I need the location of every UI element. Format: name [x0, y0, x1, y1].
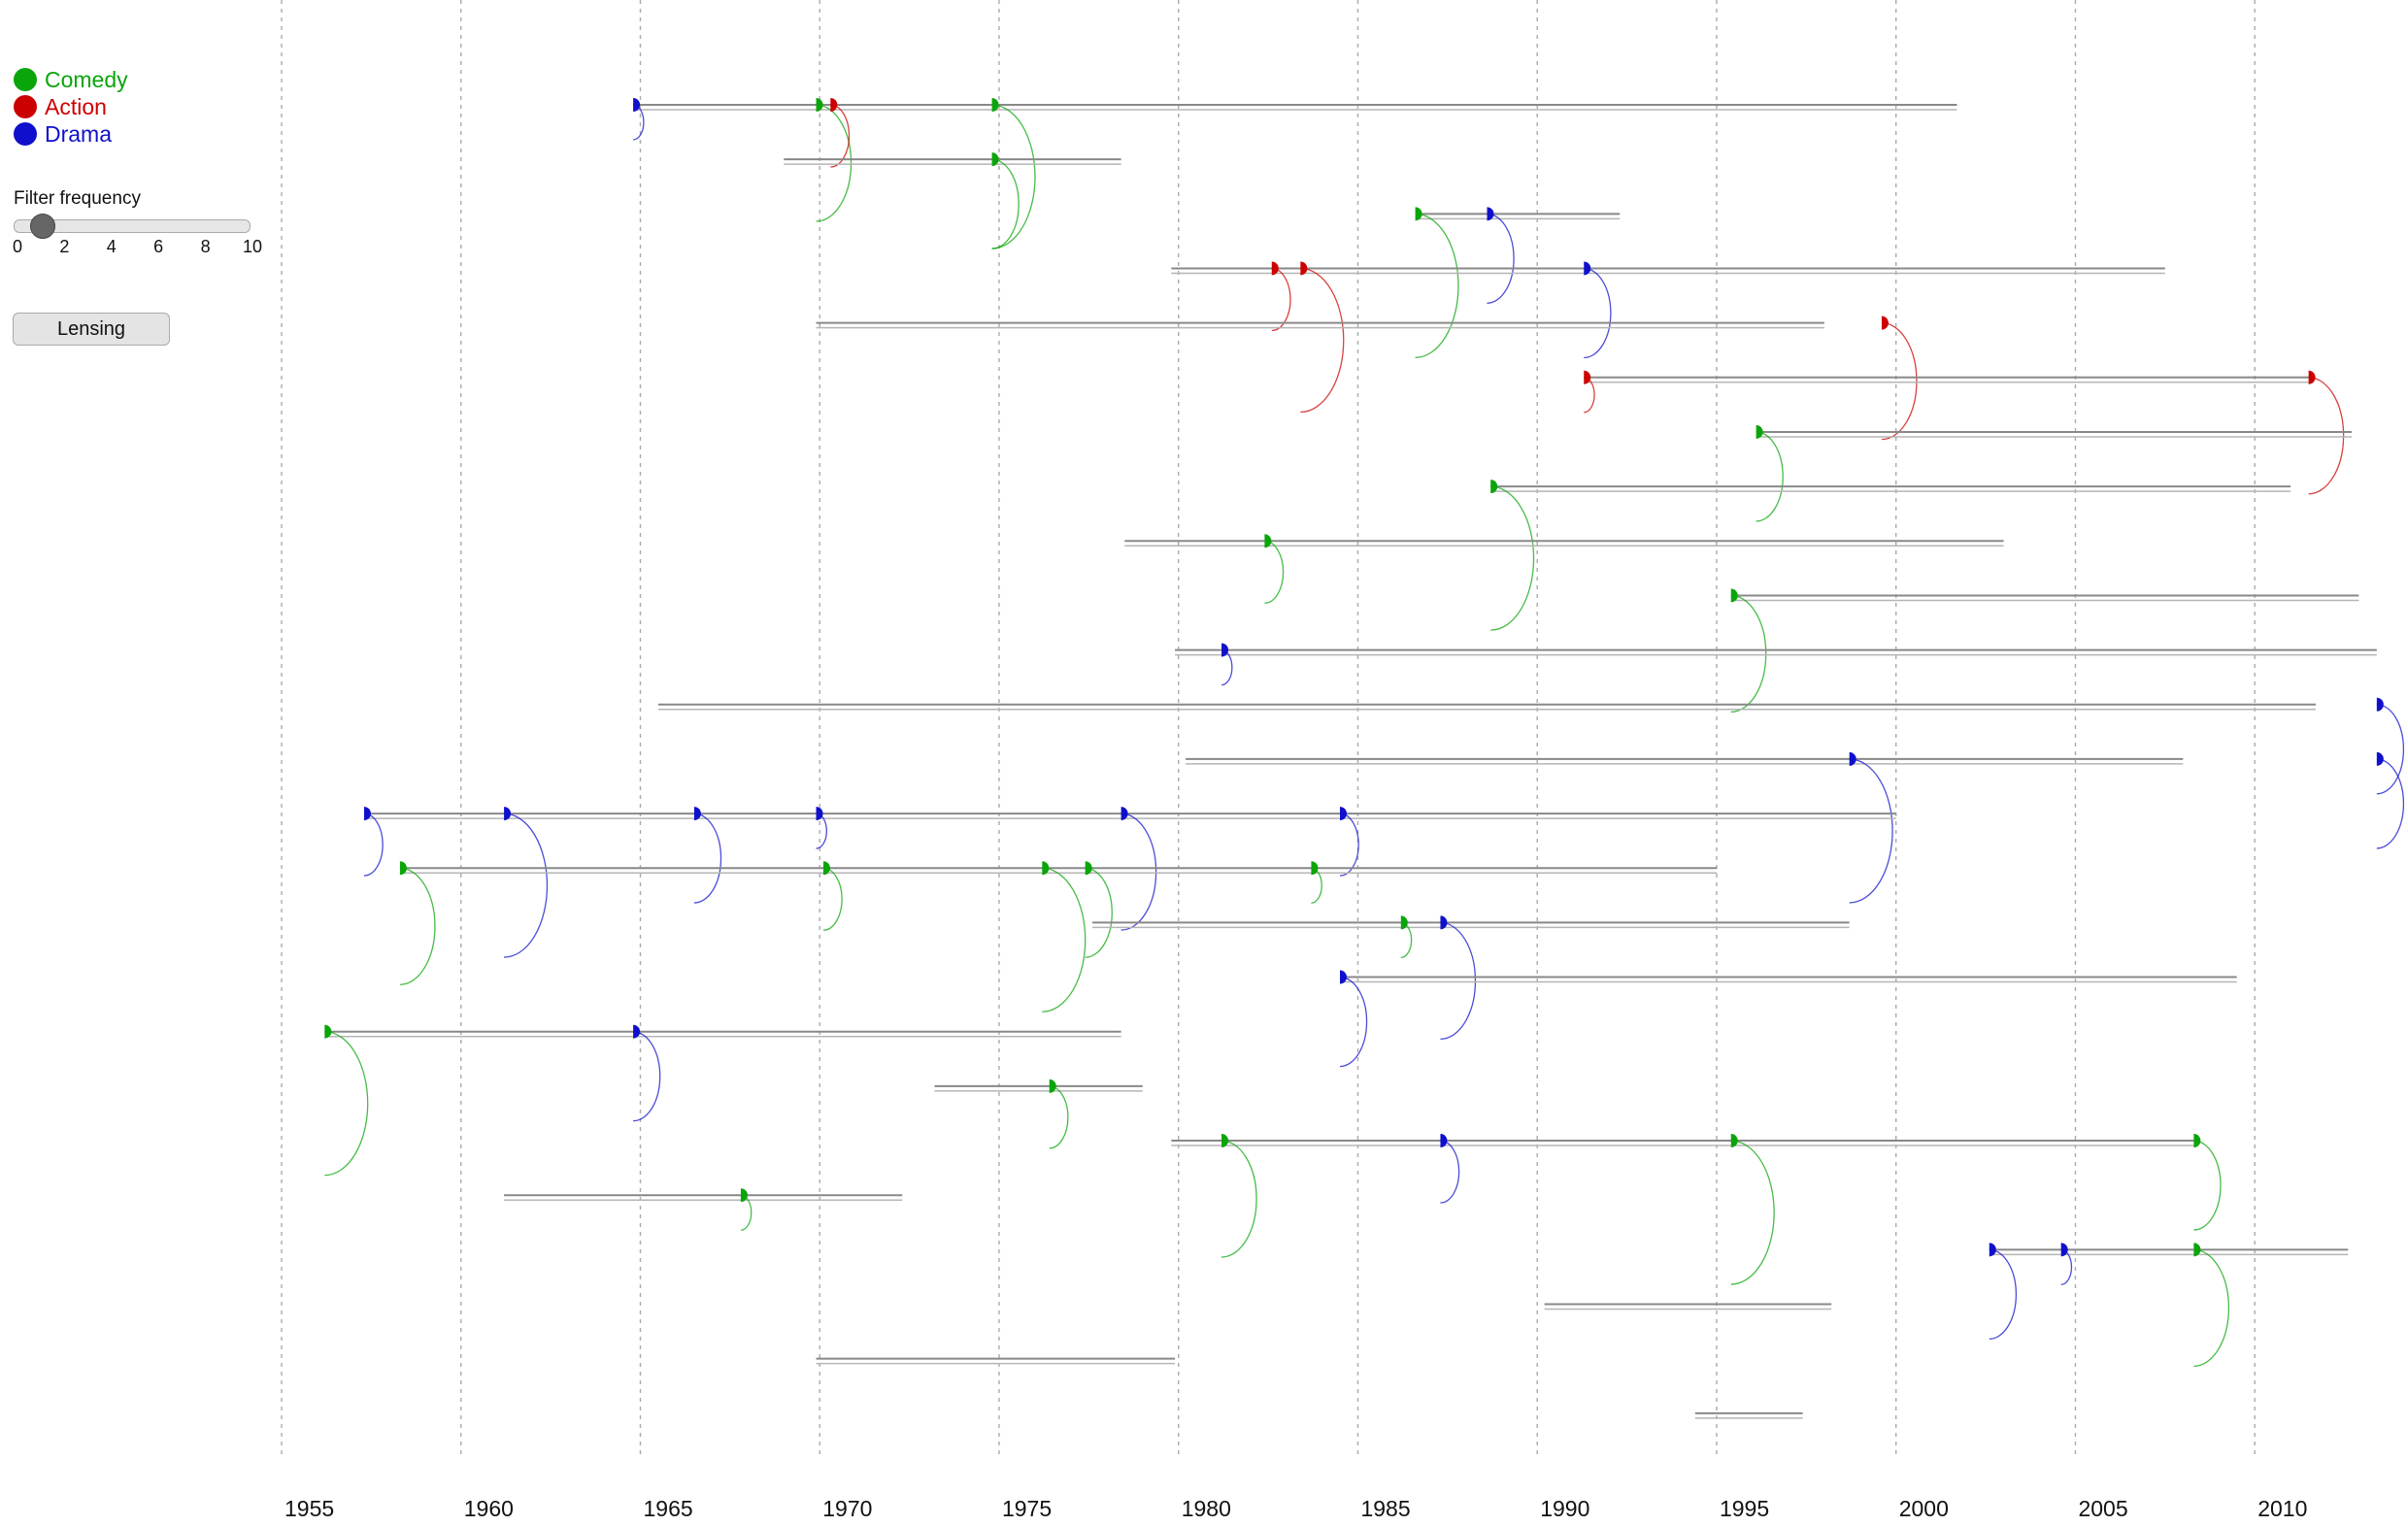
- slider-tick-label: 4: [106, 237, 117, 256]
- connection-arc: [1881, 321, 1918, 441]
- connection-arc: [2376, 704, 2405, 795]
- connection-arc: [991, 104, 1036, 249]
- x-tick-label: 1970: [822, 1496, 872, 1521]
- legend-dot-icon: [14, 95, 37, 118]
- x-tick-label: 2010: [2258, 1496, 2307, 1521]
- legend-item-drama: Drama: [14, 120, 128, 148]
- x-tick-label: 1995: [1720, 1496, 1769, 1521]
- connection-arc: [1311, 867, 1322, 904]
- genre-marker: [816, 807, 823, 821]
- x-tick-label: 1965: [643, 1496, 692, 1521]
- connection-arc: [1584, 267, 1612, 359]
- connection-arc: [1339, 813, 1359, 877]
- x-tick-label: 1960: [464, 1496, 514, 1521]
- connection-arc: [633, 1031, 661, 1122]
- connection-arc: [1339, 976, 1368, 1068]
- connection-arc: [816, 813, 827, 849]
- connection-arc: [1042, 867, 1087, 1012]
- connection-arc: [1440, 1140, 1460, 1204]
- x-tick-label: 1980: [1182, 1496, 1231, 1521]
- connection-arc: [1271, 267, 1291, 332]
- connection-arc: [633, 104, 645, 141]
- connection-arc: [816, 104, 853, 222]
- legend: Comedy Action Drama: [14, 66, 128, 148]
- connection-arc: [1730, 594, 1767, 713]
- connection-arc: [693, 813, 722, 904]
- connection-arc: [1440, 921, 1477, 1041]
- genre-marker: [1400, 915, 1408, 930]
- filter-frequency-slider[interactable]: [14, 214, 251, 239]
- slider-tick-label: 2: [59, 237, 70, 256]
- x-tick-label: 1990: [1540, 1496, 1589, 1521]
- filter-frequency-control: Filter frequency 0 2 4 6 8 10: [12, 188, 262, 258]
- connection-arc: [2376, 758, 2405, 849]
- slider-tick-label: 10: [242, 237, 263, 256]
- legend-dot-icon: [14, 68, 37, 91]
- connection-arc: [1049, 1085, 1069, 1149]
- connection-arc: [1487, 213, 1515, 304]
- genre-marker: [1311, 861, 1319, 876]
- slider-tick-label: 8: [200, 237, 211, 256]
- connection-arc: [399, 867, 436, 985]
- connection-arc: [1085, 867, 1113, 958]
- connection-arc: [1221, 648, 1233, 686]
- connection-arc: [822, 867, 843, 931]
- connection-arc: [1490, 485, 1535, 631]
- x-tick-label: 2000: [1899, 1496, 1949, 1521]
- connection-arc: [991, 158, 1020, 249]
- connection-arc: [2060, 1248, 2073, 1286]
- x-tick-label: 2005: [2078, 1496, 2127, 1521]
- connection-arc: [2193, 1248, 2230, 1368]
- connection-arc: [2308, 377, 2345, 495]
- slider-tick-label: 0: [12, 237, 23, 256]
- connection-arc: [740, 1194, 752, 1231]
- connection-arc: [363, 813, 384, 877]
- connection-arc: [1300, 267, 1345, 414]
- x-tick-label: 1975: [1002, 1496, 1052, 1521]
- connection-arc: [1264, 540, 1285, 604]
- connection-arc: [1756, 431, 1784, 522]
- connection-arc: [1584, 377, 1595, 414]
- connection-arc: [2193, 1140, 2222, 1231]
- legend-dot-icon: [14, 122, 37, 146]
- legend-item-action: Action: [14, 93, 128, 120]
- connection-arc: [1221, 1140, 1257, 1258]
- slider-thumb[interactable]: [30, 214, 56, 239]
- legend-label: Action: [45, 93, 107, 119]
- legend-label: Comedy: [45, 66, 128, 92]
- slider-tick-labels: 0 2 4 6 8 10: [12, 237, 262, 258]
- connection-arc: [1120, 813, 1157, 931]
- lensing-button[interactable]: Lensing: [13, 313, 170, 346]
- genre-marker: [740, 1188, 748, 1203]
- connection-arc: [1730, 1140, 1775, 1285]
- slider-tick-label: 6: [153, 237, 164, 256]
- legend-item-comedy: Comedy: [14, 66, 128, 93]
- connection-arc: [830, 104, 851, 168]
- x-tick-label: 1985: [1360, 1496, 1410, 1521]
- connection-arc: [1849, 758, 1893, 904]
- connection-arc: [324, 1031, 369, 1177]
- connection-arc: [1989, 1248, 2018, 1341]
- filter-frequency-label: Filter frequency: [14, 188, 141, 209]
- x-tick-label: 1955: [284, 1496, 334, 1521]
- genre-marker: [2060, 1243, 2068, 1257]
- connection-arc: [504, 813, 549, 958]
- connection-arc: [1400, 921, 1413, 959]
- genre-marker: [1221, 643, 1229, 657]
- genre-marker: [1584, 370, 1591, 384]
- legend-label: Drama: [45, 120, 113, 147]
- connection-arc: [1415, 213, 1459, 358]
- genre-marker: [633, 98, 641, 112]
